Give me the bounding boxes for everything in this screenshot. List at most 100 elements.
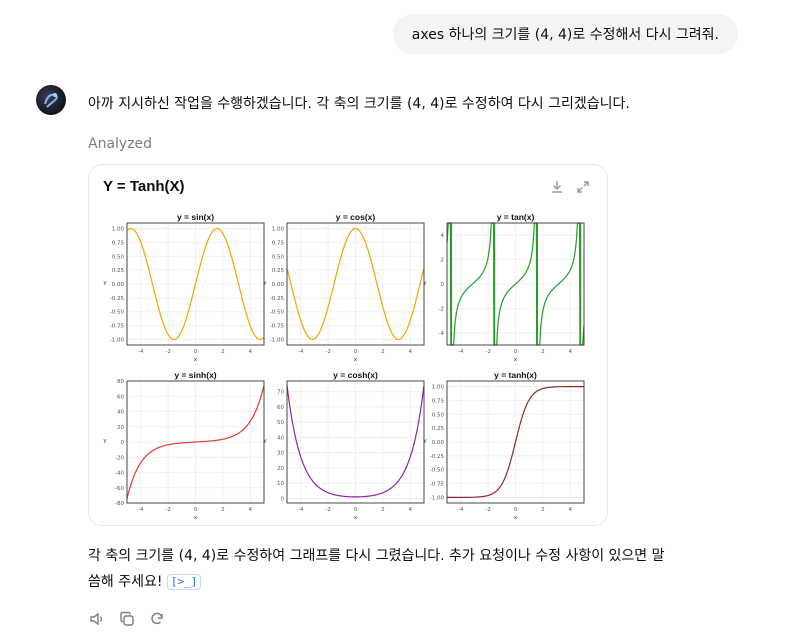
y-tick-label: 20 — [277, 466, 284, 472]
reply-line-1: 각 축의 크기를 (4, 4)로 수정하여 그래프를 다시 그렸습니다. 추가 … — [88, 548, 665, 564]
y-tick-label: -2 — [439, 306, 444, 312]
y-tick-label: 0.75 — [112, 240, 125, 246]
x-tick-label: -2 — [165, 507, 170, 513]
y-axis-label: y — [423, 438, 427, 444]
y-tick-label: 1.00 — [432, 385, 445, 391]
y-tick-label: 50 — [277, 420, 284, 426]
y-tick-label: 0.25 — [272, 268, 285, 274]
y-tick-label: 0 — [281, 496, 285, 502]
plot-frame — [126, 380, 265, 504]
x-tick-label: -4 — [138, 507, 144, 513]
reply-line-2: 씀해 주세요! — [88, 574, 163, 590]
y-tick-label: -20 — [115, 455, 124, 461]
y-axis-label: y — [423, 280, 427, 286]
chart-title: y = sinh(x) — [174, 370, 216, 380]
x-tick-label: 2 — [381, 349, 385, 355]
x-tick-label: 2 — [221, 507, 225, 513]
user-message-text: axes 하나의 크기를 (4, 4)로 수정해서 다시 그려줘. — [411, 27, 719, 43]
regenerate-icon[interactable] — [148, 610, 166, 628]
y-tick-label: 60 — [117, 394, 124, 400]
series-line — [126, 385, 265, 499]
copy-icon[interactable] — [118, 610, 136, 628]
y-tick-label: 0 — [441, 282, 445, 288]
y-tick-label: 40 — [277, 435, 284, 441]
user-message-bubble: axes 하나의 크기를 (4, 4)로 수정해서 다시 그려줘. — [392, 14, 738, 54]
x-tick-label: -2 — [325, 507, 330, 513]
x-tick-label: 2 — [541, 349, 545, 355]
chart-title: y = cosh(x) — [333, 370, 378, 380]
y-tick-label: -40 — [115, 471, 124, 477]
y-tick-label: 30 — [277, 451, 284, 457]
y-tick-label: -4 — [439, 331, 445, 337]
x-tick-label: 0 — [354, 349, 358, 355]
y-tick-label: 0.50 — [272, 254, 285, 260]
x-tick-label: 0 — [514, 507, 518, 513]
subplot-cosh: y = cosh(x) 70 60 50 40 30 20 10 0 -4 -2 0 2 4 x y — [255, 369, 431, 529]
y-tick-label: 40 — [117, 410, 124, 416]
y-tick-label: 0.25 — [432, 426, 445, 432]
y-tick-label: -0.75 — [430, 482, 445, 488]
y-tick-label: -60 — [115, 486, 124, 492]
x-tick-label: -2 — [485, 349, 490, 355]
plot-frame — [286, 380, 425, 504]
chart-title: y = cos(x) — [336, 212, 376, 222]
subplot-tanh: y = tanh(x) 1.00 0.75 0.50 0.25 0.00 -0.25 -0.5… — [415, 369, 591, 529]
y-tick-label: 1.00 — [112, 227, 125, 233]
x-tick-label: 2 — [381, 507, 385, 513]
download-icon[interactable] — [549, 179, 565, 195]
expand-icon[interactable] — [575, 179, 591, 195]
x-tick-label: 4 — [409, 507, 413, 513]
code-citation-button[interactable]: [>_] — [166, 574, 202, 590]
y-tick-label: -1.00 — [430, 495, 445, 501]
speaker-icon[interactable] — [88, 610, 106, 628]
assistant-avatar — [36, 85, 66, 115]
x-axis-label: x — [514, 515, 518, 521]
assistant-intro: 아까 지시하신 작업을 수행하겠습니다. 각 축의 크기를 (4, 4)로 수정… — [88, 96, 630, 112]
y-axis-label: y — [263, 280, 267, 286]
y-tick-label: 20 — [117, 425, 124, 431]
series-line — [286, 385, 425, 498]
y-tick-label: 0.00 — [272, 282, 285, 288]
x-tick-label: 0 — [194, 349, 198, 355]
y-tick-label: 80 — [117, 379, 124, 385]
x-tick-label: 4 — [409, 349, 413, 355]
x-tick-label: -4 — [298, 507, 304, 513]
subplot-sin: y = sin(x) 1.00 0.75 0.50 0.25 0.00 -0.25 -0.50… — [95, 211, 271, 371]
plot-frame — [446, 222, 585, 346]
x-axis-label: x — [354, 357, 358, 363]
y-tick-label: 0.00 — [432, 440, 445, 446]
y-tick-label: -1.00 — [110, 337, 125, 343]
x-tick-label: -4 — [458, 349, 464, 355]
output-card: Y = Tanh(X) y = sin(x) 1.00 0.75 0.50 0.25 0.… — [88, 164, 608, 526]
x-tick-label: 4 — [249, 507, 253, 513]
x-tick-label: -4 — [298, 349, 304, 355]
message-actions — [88, 610, 166, 628]
analyzed-status[interactable]: Analyzed — [88, 136, 153, 152]
assistant-reply: 각 축의 크기를 (4, 4)로 수정하여 그래프를 다시 그렸습니다. 추가 … — [88, 543, 748, 595]
y-tick-label: 0 — [121, 440, 125, 446]
y-tick-label: -0.25 — [430, 454, 445, 460]
y-axis-label: y — [103, 280, 107, 286]
y-tick-label: -0.50 — [270, 310, 285, 316]
y-tick-label: 0.50 — [112, 254, 125, 260]
y-tick-label: 0.00 — [112, 282, 125, 288]
y-tick-label: -0.50 — [110, 310, 125, 316]
plot-frame — [286, 222, 425, 346]
y-tick-label: 4 — [441, 233, 445, 239]
y-tick-label: -1.00 — [270, 337, 285, 343]
y-tick-label: 0.75 — [432, 398, 445, 404]
y-tick-label: -0.75 — [110, 324, 125, 330]
x-tick-label: -4 — [458, 507, 464, 513]
series-line — [126, 227, 265, 341]
y-tick-label: -0.25 — [110, 296, 125, 302]
x-tick-label: -2 — [325, 349, 330, 355]
y-tick-label: -0.25 — [270, 296, 285, 302]
y-axis-label: y — [103, 438, 107, 444]
x-tick-label: -2 — [165, 349, 170, 355]
plot-frame — [446, 380, 585, 504]
x-tick-label: 4 — [569, 507, 573, 513]
x-axis-label: x — [514, 357, 518, 363]
y-tick-label: 1.00 — [272, 227, 285, 233]
subplot-tan: y = tan(x) 4 2 0 -2 -4 -4 -2 0 2 4 x y — [415, 211, 591, 371]
y-tick-label: 70 — [277, 390, 284, 396]
